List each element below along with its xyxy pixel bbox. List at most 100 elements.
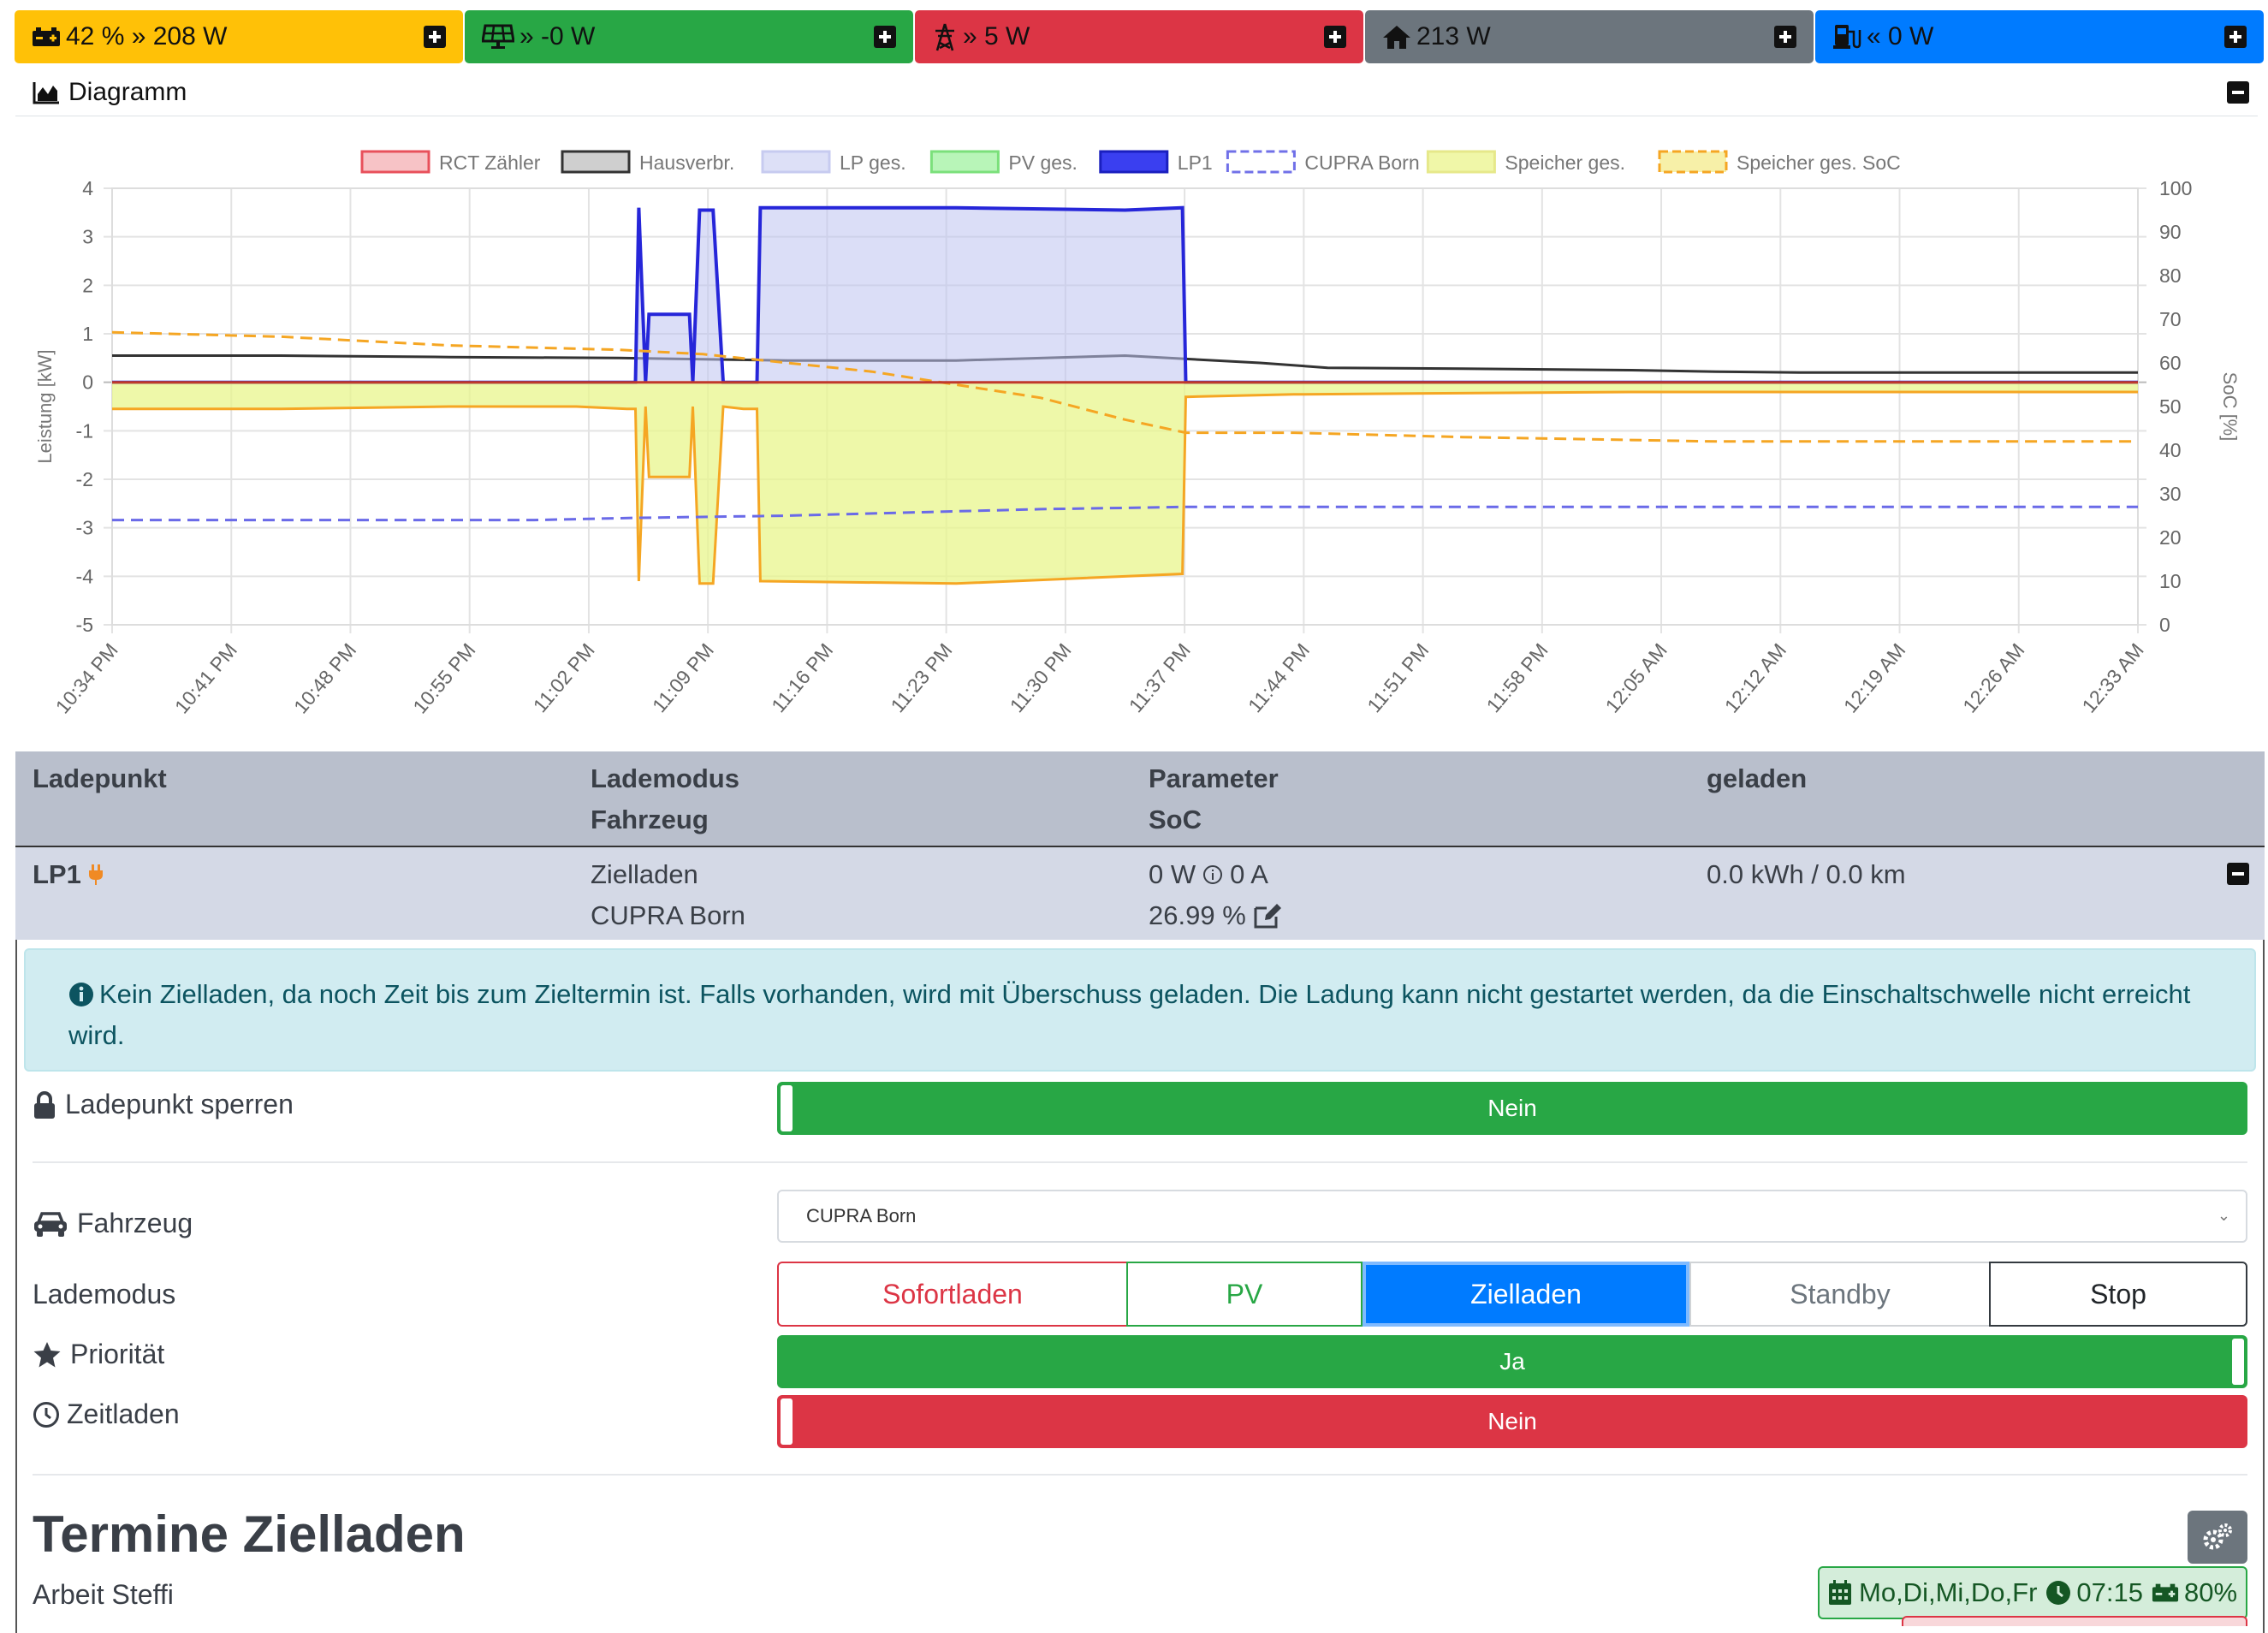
collapse-icon[interactable] xyxy=(2227,80,2249,104)
charge-mode-group: Sofortladen PV Zielladen Standby Stop xyxy=(777,1262,2247,1327)
priority-toggle[interactable]: Ja xyxy=(777,1335,2247,1388)
expand-icon[interactable] xyxy=(1324,26,1346,48)
x-tick-label: 11:30 PM xyxy=(1006,639,1076,717)
legend-swatch xyxy=(1426,150,1496,174)
divider xyxy=(33,1474,2247,1476)
x-tick-label: 11:37 PM xyxy=(1125,639,1195,717)
toggle-knob xyxy=(781,1398,793,1445)
power-chart: RCT Zähler Hausverbr. LP ges. PV ges. LP1 CUP… xyxy=(34,150,2241,718)
legend-label: Speicher ges. xyxy=(1505,151,1625,174)
col-parameter: Parameter xyxy=(1149,763,1279,793)
collapse-icon[interactable] xyxy=(2227,863,2249,885)
x-tick-label: 11:58 PM xyxy=(1482,639,1553,717)
mode-row-label: Lademodus xyxy=(33,1279,176,1309)
legend-label: PV ges. xyxy=(1008,151,1078,174)
toggle-knob xyxy=(2232,1339,2244,1385)
series-line xyxy=(112,505,2138,522)
loadpoint-row[interactable]: LP1 Zielladen CUPRA Born 0 W 0 A 26.99 %… xyxy=(15,846,2265,940)
battery-icon xyxy=(32,27,61,47)
info-circle-icon xyxy=(1203,865,1223,884)
schedule-time: 07:15 xyxy=(2076,1577,2143,1607)
gears-icon xyxy=(2203,1523,2232,1550)
mode-sofortladen-button[interactable]: Sofortladen xyxy=(777,1262,1126,1327)
solar-panel-icon xyxy=(482,24,514,50)
y2-tick-label: 80 xyxy=(2159,264,2182,287)
lp-mode: Zielladen xyxy=(591,859,698,889)
battery-icon xyxy=(2152,1583,2179,1602)
battery-status-text: 42 % » 208 W xyxy=(66,22,228,50)
col-ladepunkt: Ladepunkt xyxy=(33,763,167,793)
lp-current: 0 A xyxy=(1230,859,1268,889)
star-icon xyxy=(33,1341,61,1367)
pv-status-button[interactable]: » -0 W xyxy=(465,10,913,63)
charge-status-button[interactable]: « 0 W xyxy=(1815,10,2264,63)
y2-tick-label: 0 xyxy=(2159,614,2170,636)
y-axis-label: Leistung [kW] xyxy=(34,349,56,463)
y-tick-label: -1 xyxy=(76,419,93,442)
legend-label: LP1 xyxy=(1178,151,1213,174)
series-area xyxy=(112,382,2138,584)
lp-soc: 26.99 % xyxy=(1149,900,1282,931)
series-line xyxy=(112,390,2138,585)
divider xyxy=(33,1161,2247,1163)
lp-charged: 0.0 kWh / 0.0 km xyxy=(1707,859,1906,889)
loadpoint-card xyxy=(15,846,2265,1633)
y2-tick-label: 70 xyxy=(2159,308,2182,330)
timed-row-label: Zeitladen xyxy=(33,1398,180,1430)
grid-status-button[interactable]: » 5 W xyxy=(915,10,1363,63)
col-lademodus: Lademodus xyxy=(591,763,739,793)
legend-swatch xyxy=(1226,150,1296,174)
y-tick-label: -2 xyxy=(76,468,93,490)
schedule-settings-button[interactable] xyxy=(2188,1511,2247,1564)
expand-icon[interactable] xyxy=(424,26,446,48)
lock-row-label: Ladepunkt sperren xyxy=(33,1089,294,1120)
mode-zielladen-button[interactable]: Zielladen xyxy=(1363,1262,1689,1327)
expand-icon[interactable] xyxy=(1774,26,1796,48)
battery-status-button[interactable]: 42 % » 208 W xyxy=(15,10,463,63)
car-icon xyxy=(34,1211,67,1237)
chart-area-icon xyxy=(33,80,60,104)
col-soc: SoC xyxy=(1149,805,1202,834)
y2-tick-label: 60 xyxy=(2159,352,2182,374)
x-tick-label: 12:12 AM xyxy=(1720,639,1790,717)
y2-tick-label: 40 xyxy=(2159,439,2182,461)
expand-icon[interactable] xyxy=(874,26,896,48)
house-status-button[interactable]: 213 W xyxy=(1365,10,1814,63)
legend-swatch xyxy=(761,150,831,174)
y-tick-label: 2 xyxy=(82,274,93,296)
house-status-text: 213 W xyxy=(1416,22,1491,50)
lock-toggle[interactable]: Nein xyxy=(777,1082,2247,1135)
vehicle-select[interactable]: CUPRA Born ⌄ xyxy=(777,1190,2247,1243)
x-tick-label: 12:05 AM xyxy=(1601,639,1671,717)
schedule-badge[interactable]: Mo,Di,Mi,Do,Fr 07:15 80% xyxy=(1818,1566,2247,1619)
clock-icon xyxy=(2046,1581,2071,1605)
legend-swatch xyxy=(360,150,430,174)
schedule-soc: 80% xyxy=(2183,1577,2238,1607)
x-tick-label: 12:26 AM xyxy=(1958,639,2028,717)
x-tick-label: 11:02 PM xyxy=(529,639,599,717)
y2-tick-label: 30 xyxy=(2159,483,2182,505)
mode-pv-button[interactable]: PV xyxy=(1126,1262,1363,1327)
legend-label: LP ges. xyxy=(840,151,906,174)
expand-icon[interactable] xyxy=(2224,26,2247,48)
y-tick-label: -3 xyxy=(76,517,93,539)
y-tick-label: -4 xyxy=(76,565,94,587)
timed-toggle[interactable]: Nein xyxy=(777,1395,2247,1448)
col-fahrzeug: Fahrzeug xyxy=(591,805,709,834)
diagram-header: Diagramm xyxy=(15,68,2258,116)
mode-stop-button[interactable]: Stop xyxy=(1989,1262,2247,1327)
alert-text: Kein Zielladen, da noch Zeit bis zum Zie… xyxy=(68,979,2191,1050)
mode-standby-button[interactable]: Standby xyxy=(1689,1262,1989,1327)
x-tick-label: 10:41 PM xyxy=(170,639,241,718)
info-circle-icon xyxy=(69,983,93,1007)
grid-status-text: » 5 W xyxy=(963,22,1030,50)
y2-tick-label: 10 xyxy=(2159,570,2182,592)
x-tick-label: 11:09 PM xyxy=(648,639,718,717)
schedule-badge-secondary[interactable] xyxy=(1902,1616,2247,1626)
y-tick-label: 3 xyxy=(82,226,93,248)
y2-tick-label: 100 xyxy=(2159,177,2192,199)
y-tick-label: 0 xyxy=(82,371,93,394)
y-tick-label: 1 xyxy=(82,323,93,345)
edit-icon[interactable] xyxy=(1253,903,1282,929)
lp-name: LP1 xyxy=(33,859,104,890)
